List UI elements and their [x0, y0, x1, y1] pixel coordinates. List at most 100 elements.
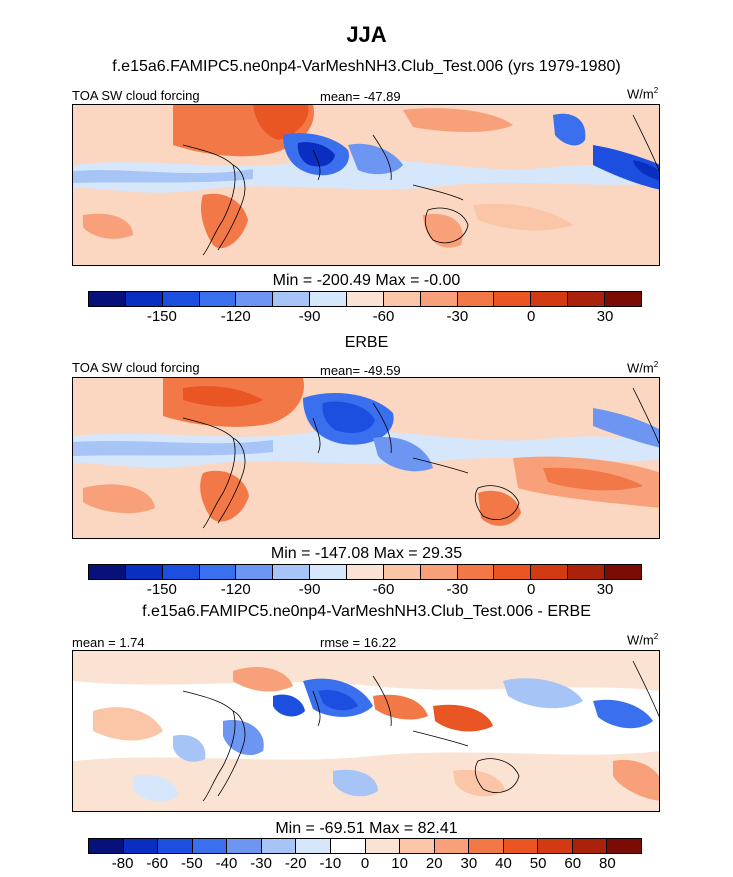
colorbar-swatch	[494, 565, 532, 579]
colorbar-swatch	[89, 565, 126, 579]
colorbar-swatch	[434, 839, 470, 853]
colorbar-swatch	[199, 292, 237, 306]
colorbar-swatch	[383, 565, 421, 579]
colorbar-swatch	[330, 839, 366, 853]
colorbar-swatch	[607, 839, 641, 853]
colorbar-swatch	[227, 839, 262, 853]
colorbar-tick-label: -50	[181, 855, 203, 872]
colorbar-swatch	[192, 839, 228, 853]
colorbar-tick-label: -10	[319, 855, 342, 872]
colorbar-swatch	[538, 839, 573, 853]
colorbar-tick-label: 0	[527, 581, 536, 598]
colorbar-swatch	[347, 565, 384, 579]
panel1-minmax: Min = -200.49 Max = -0.00	[272, 272, 461, 289]
colorbar-swatch	[310, 292, 348, 306]
colorbar-tick-label: -120	[220, 308, 251, 325]
colorbar-swatch	[125, 565, 163, 579]
colorbar-swatch	[296, 839, 331, 853]
colorbar-swatch	[236, 565, 274, 579]
panel1-units: W/m2	[627, 86, 659, 102]
colorbar-swatch	[568, 565, 606, 579]
panel3-map	[72, 650, 660, 812]
colorbar-swatch	[383, 292, 421, 306]
colorbar-swatch	[457, 292, 495, 306]
colorbar-tick-label: -150	[146, 581, 177, 598]
panel2-minmax: Min = -147.08 Max = 29.35	[270, 545, 463, 562]
colorbar-swatch	[457, 565, 495, 579]
panel2-map	[72, 377, 660, 539]
panel3-rmse: rmse = 16.22	[320, 635, 397, 650]
colorbar-swatch	[365, 839, 401, 853]
colorbar-tick-label: -150	[146, 308, 177, 325]
panel1-colorbar	[88, 291, 642, 307]
panel2-units: W/m2	[627, 360, 659, 376]
colorbar-swatch	[273, 292, 311, 306]
colorbar-tick-label: 10	[391, 855, 408, 872]
colorbar-tick-label: 40	[495, 855, 512, 872]
colorbar-swatch	[568, 292, 606, 306]
colorbar-swatch	[199, 565, 237, 579]
colorbar-swatch	[162, 292, 200, 306]
panel2-map-svg	[73, 378, 659, 538]
colorbar-swatch	[531, 292, 569, 306]
colorbar-tick-label: -60	[146, 855, 169, 872]
panel1-mean: mean= -47.89	[320, 89, 401, 104]
colorbar-tick-label: -20	[284, 855, 307, 872]
page-title: JJA	[346, 22, 387, 47]
colorbar-swatch	[420, 565, 458, 579]
colorbar-swatch	[236, 292, 274, 306]
panel3-mean: mean = 1.74	[72, 635, 145, 650]
colorbar-swatch	[605, 292, 641, 306]
colorbar-swatch	[503, 839, 539, 853]
colorbar-swatch	[420, 292, 458, 306]
colorbar-swatch	[531, 565, 569, 579]
colorbar-swatch	[572, 839, 608, 853]
panel1-variable: TOA SW cloud forcing	[72, 88, 200, 103]
colorbar-swatch	[400, 839, 435, 853]
colorbar-swatch	[123, 839, 159, 853]
colorbar-tick-label: 50	[529, 855, 547, 872]
panel3-heading: f.e15a6.FAMIPC5.ne0np4-VarMeshNH3.Club_T…	[142, 603, 591, 620]
colorbar-tick-label: -120	[220, 581, 251, 598]
colorbar-tick-label: -60	[372, 581, 395, 598]
colorbar-swatch	[273, 565, 311, 579]
colorbar-swatch	[347, 292, 384, 306]
panel2-mean: mean= -49.59	[320, 363, 401, 378]
colorbar-swatch	[469, 839, 504, 853]
colorbar-tick-label: 60	[564, 855, 582, 872]
colorbar-swatch	[261, 839, 297, 853]
colorbar-tick-label: -30	[446, 581, 469, 598]
colorbar-tick-label: 80	[599, 855, 616, 872]
colorbar-tick-label: 30	[460, 855, 478, 872]
panel1-map	[72, 104, 660, 266]
colorbar-tick-label: 30	[596, 308, 614, 325]
panel3-map-svg	[73, 651, 659, 811]
panel1-heading: f.e15a6.FAMIPC5.ne0np4-VarMeshNH3.Club_T…	[112, 58, 621, 75]
panel3-units: W/m2	[627, 632, 659, 648]
colorbar-swatch	[89, 839, 124, 853]
colorbar-tick-label: 0	[527, 308, 536, 325]
colorbar-tick-label: -80	[111, 855, 134, 872]
colorbar-swatch	[89, 292, 126, 306]
colorbar-tick-label: -30	[446, 308, 469, 325]
colorbar-swatch	[494, 292, 532, 306]
panel3-minmax: Min = -69.51 Max = 82.41	[275, 820, 458, 837]
colorbar-tick-label: -60	[372, 308, 395, 325]
colorbar-tick-label: 30	[596, 581, 614, 598]
colorbar-tick-label: -40	[215, 855, 238, 872]
panel2-variable: TOA SW cloud forcing	[72, 360, 200, 375]
panel2-heading: ERBE	[344, 334, 389, 351]
colorbar-swatch	[125, 292, 163, 306]
panel3-colorbar	[88, 838, 642, 854]
panel1-map-svg	[73, 105, 659, 265]
colorbar-tick-label: 20	[425, 855, 443, 872]
colorbar-swatch	[162, 565, 200, 579]
colorbar-tick-label: 0	[360, 855, 370, 872]
colorbar-swatch	[605, 565, 641, 579]
colorbar-tick-label: -30	[250, 855, 272, 872]
colorbar-swatch	[158, 839, 193, 853]
colorbar-tick-label: -90	[298, 581, 321, 598]
colorbar-tick-label: -90	[298, 308, 321, 325]
colorbar-swatch	[310, 565, 348, 579]
panel2-colorbar	[88, 564, 642, 580]
